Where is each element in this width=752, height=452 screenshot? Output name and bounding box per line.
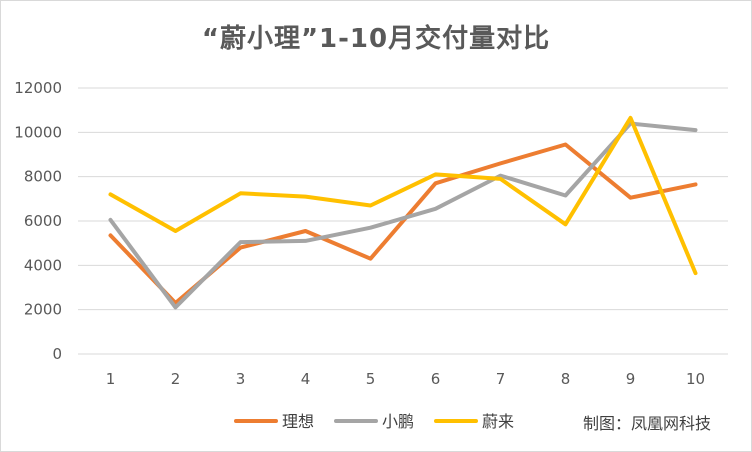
chart-credit: 制图：凤凰网科技	[583, 414, 712, 433]
series-lines	[108, 115, 698, 310]
y-tick-label: 12000	[14, 79, 62, 97]
legend: 理想 小鹏 蔚来	[234, 412, 514, 431]
series-line-小鹏	[108, 121, 698, 310]
series-line-蔚来	[108, 115, 698, 276]
x-tick-label: 8	[561, 370, 571, 388]
y-axis-ticks: 0 2000 4000 6000 8000 10000 12000	[14, 79, 62, 363]
y-tick-label: 10000	[14, 123, 62, 141]
y-tick-label: 2000	[24, 301, 62, 319]
y-tick-label: 4000	[24, 256, 62, 274]
series-line-理想	[108, 142, 698, 305]
chart-title: “蔚小理”1-10月交付量对比	[201, 24, 551, 54]
x-tick-label: 5	[366, 370, 376, 388]
y-tick-label: 8000	[24, 168, 62, 186]
x-tick-label: 10	[686, 370, 705, 388]
x-tick-label: 2	[171, 370, 181, 388]
y-tick-label: 6000	[24, 212, 62, 230]
legend-label: 理想	[282, 412, 314, 431]
x-axis-ticks: 1 2 3 4 5 6 7 8 9 10	[106, 370, 705, 388]
x-tick-label: 3	[236, 370, 246, 388]
legend-label: 蔚来	[482, 412, 514, 431]
x-tick-label: 1	[106, 370, 116, 388]
x-tick-label: 7	[496, 370, 506, 388]
y-tick-label: 0	[52, 345, 62, 363]
x-tick-label: 6	[431, 370, 441, 388]
legend-label: 小鹏	[382, 412, 414, 431]
x-tick-label: 4	[301, 370, 311, 388]
x-tick-label: 9	[626, 370, 636, 388]
